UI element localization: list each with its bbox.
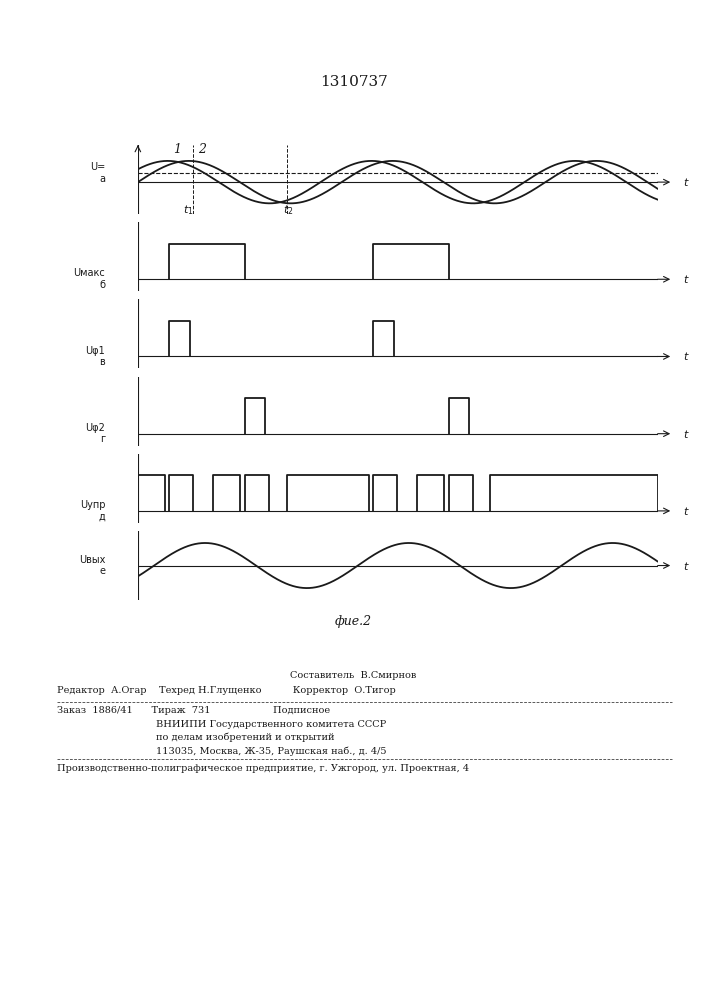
Text: $t$: $t$ [684,350,690,362]
Text: 1: 1 [173,143,182,156]
Text: 1310737: 1310737 [320,75,387,89]
Text: 2: 2 [198,143,206,156]
Text: Uвых
e: Uвых e [79,555,105,576]
Text: Производственно-полиграфическое предприятие, г. Ужгород, ул. Проектная, 4: Производственно-полиграфическое предприя… [57,764,469,773]
Text: $t_1$: $t_1$ [182,203,193,217]
Text: фие.2: фие.2 [335,615,372,628]
Text: $t$: $t$ [684,176,690,188]
Text: ВНИИПИ Государственного комитета СССР: ВНИИПИ Государственного комитета СССР [156,720,386,729]
Text: Редактор  А.Огар    Техред Н.Глущенко          Корректор  О.Тигор: Редактор А.Огар Техред Н.Глущенко Коррек… [57,686,395,695]
Text: Uупр
д: Uупр д [80,500,105,522]
Text: по делам изобретений и открытий: по делам изобретений и открытий [156,733,334,742]
Text: Uφ1
в: Uφ1 в [86,346,105,367]
Text: $t_2$: $t_2$ [283,203,293,217]
Text: U=
a: U= a [90,162,105,184]
Text: Uφ2
г: Uφ2 г [86,423,105,444]
Text: $t$: $t$ [684,273,690,285]
Text: Составитель  В.Смирнов: Составитель В.Смирнов [291,671,416,680]
Text: $t$: $t$ [684,505,690,517]
Text: Заказ  1886/41      Тираж  731                    Подписное: Заказ 1886/41 Тираж 731 Подписное [57,706,329,715]
Text: Uмакс
б: Uмакс б [74,268,105,290]
Text: $t$: $t$ [684,428,690,440]
Text: 113035, Москва, Ж-35, Раушская наб., д. 4/5: 113035, Москва, Ж-35, Раушская наб., д. … [156,746,386,756]
Text: $t$: $t$ [684,560,690,572]
